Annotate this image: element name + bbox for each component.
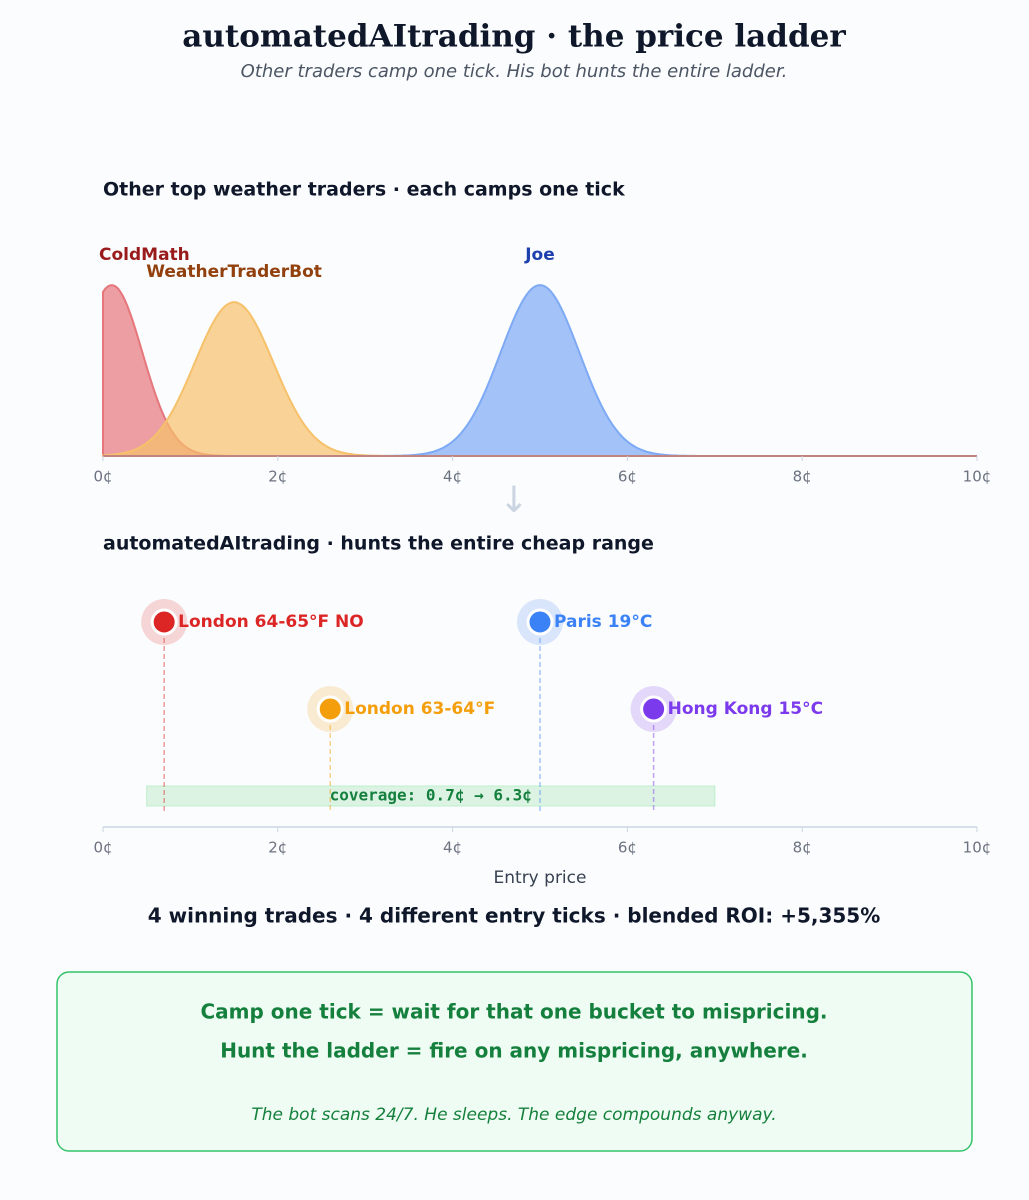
arrow: ↓ (499, 480, 529, 521)
series-label: ColdMath (99, 245, 190, 265)
subtitle: Other traders camp one tick. His bot hun… (241, 61, 788, 82)
x-tick-label: 8¢ (793, 468, 812, 486)
point-label: Paris 19°C (554, 612, 652, 632)
section-title: Other top weather traders · each camps o… (103, 179, 625, 201)
title: automatedAItrading · the price ladder (182, 19, 846, 55)
entry-point (640, 695, 668, 723)
entry-point (150, 608, 178, 636)
x-tick-label: 10¢ (963, 839, 992, 857)
callout-line: Camp one tick = wait for that one bucket… (200, 1000, 827, 1024)
x-tick-label: 6¢ (618, 468, 637, 486)
point-label: London 64-65°F NO (178, 612, 364, 632)
series-label: Joe (524, 245, 555, 265)
x-axis-label: Entry price (494, 868, 587, 888)
point-label: London 63-64°F (344, 699, 495, 719)
x-tick-label: 2¢ (268, 839, 287, 857)
coverage-label: coverage: 0.7¢ → 6.3¢ (330, 786, 532, 805)
x-tick-label: 0¢ (93, 839, 112, 857)
series-label: WeatherTraderBot (146, 262, 322, 282)
callout-line: Hunt the ladder = fire on any mispricing… (220, 1039, 808, 1063)
point-label: Hong Kong 15°C (668, 699, 823, 719)
callout-note: The bot scans 24/7. He sleeps. The edge … (251, 1105, 776, 1125)
callout-box (56, 971, 973, 1152)
x-tick-label: 4¢ (443, 839, 462, 857)
x-tick-label: 0¢ (93, 468, 112, 486)
coverage-band (146, 785, 716, 807)
x-tick-label: 2¢ (268, 468, 287, 486)
summary: 4 winning trades · 4 different entry tic… (148, 904, 881, 928)
entry-point (526, 608, 554, 636)
entry-point (316, 695, 344, 723)
x-tick-label: 10¢ (963, 468, 992, 486)
section-title: automatedAItrading · hunts the entire ch… (103, 533, 654, 555)
x-tick-label: 4¢ (443, 468, 462, 486)
x-tick-label: 8¢ (793, 839, 812, 857)
x-tick-label: 6¢ (618, 839, 637, 857)
